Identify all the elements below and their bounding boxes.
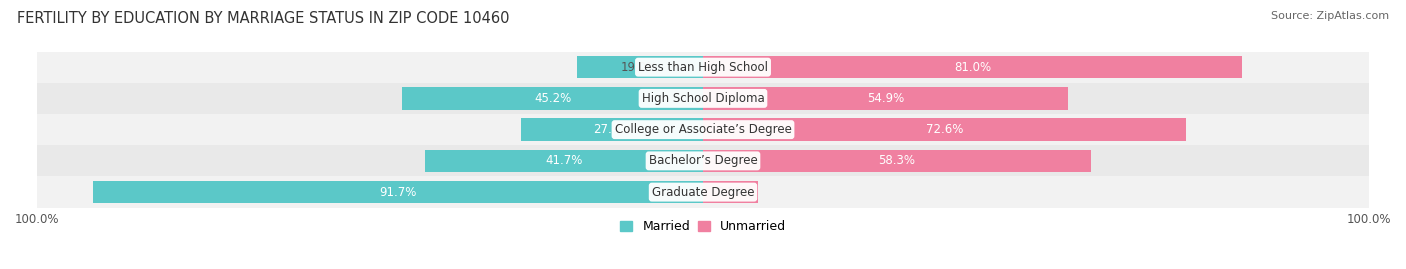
Text: College or Associate’s Degree: College or Associate’s Degree: [614, 123, 792, 136]
Bar: [37, 176, 1369, 208]
Text: FERTILITY BY EDUCATION BY MARRIAGE STATUS IN ZIP CODE 10460: FERTILITY BY EDUCATION BY MARRIAGE STATU…: [17, 11, 509, 26]
Bar: [703, 181, 758, 203]
Text: 72.6%: 72.6%: [927, 123, 963, 136]
Text: 27.4%: 27.4%: [593, 123, 630, 136]
Bar: [703, 87, 1069, 110]
Bar: [703, 118, 1187, 141]
Text: Bachelor’s Degree: Bachelor’s Degree: [648, 154, 758, 167]
Legend: Married, Unmarried: Married, Unmarried: [614, 215, 792, 238]
Text: 81.0%: 81.0%: [955, 61, 991, 74]
Bar: [93, 181, 703, 203]
Text: 91.7%: 91.7%: [380, 186, 416, 199]
Bar: [426, 150, 703, 172]
Text: 41.7%: 41.7%: [546, 154, 583, 167]
Bar: [576, 56, 703, 78]
Text: Source: ZipAtlas.com: Source: ZipAtlas.com: [1271, 11, 1389, 21]
Bar: [37, 52, 1369, 83]
Text: 58.3%: 58.3%: [879, 154, 915, 167]
Bar: [703, 150, 1091, 172]
Bar: [402, 87, 703, 110]
Text: 54.9%: 54.9%: [868, 92, 904, 105]
Text: Graduate Degree: Graduate Degree: [652, 186, 754, 199]
Text: 8.3%: 8.3%: [716, 186, 745, 199]
Text: 19.0%: 19.0%: [621, 61, 658, 74]
Bar: [37, 145, 1369, 176]
Text: Less than High School: Less than High School: [638, 61, 768, 74]
Bar: [703, 56, 1243, 78]
Bar: [37, 83, 1369, 114]
Bar: [520, 118, 703, 141]
Bar: [37, 114, 1369, 145]
Text: High School Diploma: High School Diploma: [641, 92, 765, 105]
Text: 45.2%: 45.2%: [534, 92, 571, 105]
